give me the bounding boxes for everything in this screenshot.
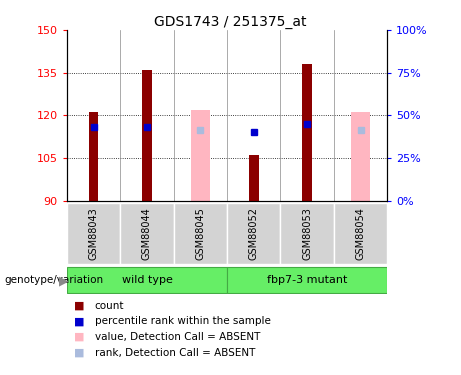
Bar — [191, 110, 210, 201]
Text: GSM88045: GSM88045 — [195, 207, 205, 260]
Bar — [227, 267, 387, 293]
Bar — [67, 267, 227, 293]
Bar — [89, 112, 98, 201]
Text: GDS1743 / 251375_at: GDS1743 / 251375_at — [154, 15, 307, 29]
Text: wild type: wild type — [122, 275, 172, 285]
Bar — [302, 64, 312, 201]
Text: genotype/variation: genotype/variation — [5, 275, 104, 285]
Text: rank, Detection Call = ABSENT: rank, Detection Call = ABSENT — [95, 348, 255, 358]
Text: ▶: ▶ — [59, 274, 69, 287]
Text: GSM88044: GSM88044 — [142, 207, 152, 260]
Text: percentile rank within the sample: percentile rank within the sample — [95, 316, 271, 326]
Text: value, Detection Call = ABSENT: value, Detection Call = ABSENT — [95, 332, 260, 342]
Text: fbp7-3 mutant: fbp7-3 mutant — [267, 275, 347, 285]
Bar — [120, 202, 174, 264]
Bar — [280, 202, 334, 264]
Text: GSM88054: GSM88054 — [355, 207, 366, 260]
Bar — [142, 70, 152, 201]
Bar — [174, 202, 227, 264]
Text: GSM88043: GSM88043 — [89, 207, 99, 260]
Bar — [334, 202, 387, 264]
Bar — [249, 155, 259, 201]
Bar — [67, 202, 120, 264]
Text: GSM88053: GSM88053 — [302, 207, 312, 260]
Text: ■: ■ — [74, 316, 84, 326]
Bar — [227, 202, 280, 264]
Text: ■: ■ — [74, 301, 84, 310]
Text: ■: ■ — [74, 332, 84, 342]
Bar — [351, 112, 370, 201]
Text: ■: ■ — [74, 348, 84, 358]
Text: count: count — [95, 301, 124, 310]
Text: GSM88052: GSM88052 — [249, 207, 259, 261]
